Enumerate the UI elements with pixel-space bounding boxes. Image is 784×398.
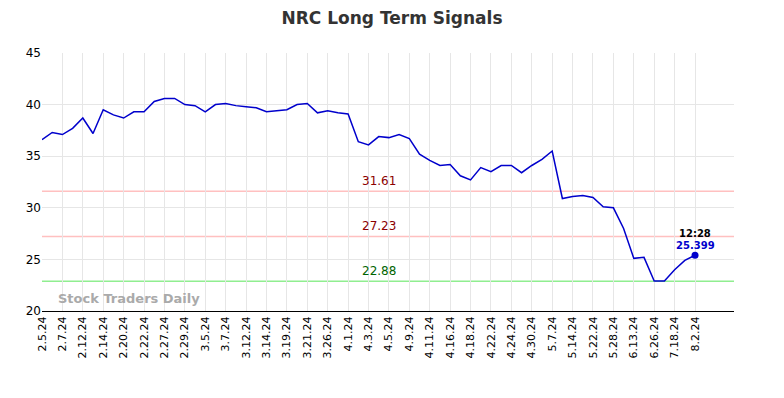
svg-text:2.12.24: 2.12.24 <box>76 316 89 358</box>
svg-text:5.14.24: 5.14.24 <box>566 316 579 358</box>
svg-text:25: 25 <box>26 253 41 267</box>
svg-text:6.26.24: 6.26.24 <box>648 316 661 358</box>
svg-text:31.61: 31.61 <box>362 174 396 188</box>
svg-text:4.11.24: 4.11.24 <box>423 316 436 358</box>
svg-text:3.5.24: 3.5.24 <box>199 316 212 351</box>
svg-text:27.23: 27.23 <box>362 219 396 233</box>
svg-text:3.14.24: 3.14.24 <box>260 316 273 358</box>
svg-text:NRC Long Term Signals: NRC Long Term Signals <box>281 8 502 28</box>
svg-text:7.18.24: 7.18.24 <box>668 316 681 358</box>
svg-text:2.20.24: 2.20.24 <box>117 316 130 358</box>
svg-text:12:28: 12:28 <box>679 228 711 239</box>
svg-text:30: 30 <box>26 201 41 215</box>
svg-text:45: 45 <box>26 46 41 60</box>
svg-text:2.27.24: 2.27.24 <box>158 316 171 358</box>
svg-text:4.3.24: 4.3.24 <box>362 316 375 351</box>
svg-text:3.19.24: 3.19.24 <box>280 316 293 358</box>
svg-text:3.21.24: 3.21.24 <box>301 316 314 358</box>
svg-text:3.7.24: 3.7.24 <box>219 316 232 351</box>
svg-text:2.14.24: 2.14.24 <box>97 316 110 358</box>
svg-text:4.24.24: 4.24.24 <box>505 316 518 358</box>
svg-text:3.26.24: 3.26.24 <box>321 316 334 358</box>
svg-text:3.12.24: 3.12.24 <box>240 316 253 358</box>
svg-text:2.7.24: 2.7.24 <box>56 316 69 351</box>
svg-text:40: 40 <box>26 98 41 112</box>
svg-text:20: 20 <box>26 304 41 318</box>
svg-text:4.18.24: 4.18.24 <box>464 316 477 358</box>
svg-text:2.29.24: 2.29.24 <box>178 316 191 358</box>
svg-text:5.7.24: 5.7.24 <box>546 316 559 351</box>
svg-text:2.22.24: 2.22.24 <box>138 316 151 358</box>
svg-text:25.399: 25.399 <box>676 240 715 251</box>
svg-text:5.22.24: 5.22.24 <box>587 316 600 358</box>
svg-text:22.88: 22.88 <box>362 264 396 278</box>
svg-text:4.5.24: 4.5.24 <box>382 316 395 351</box>
svg-text:4.16.24: 4.16.24 <box>444 316 457 358</box>
svg-text:2.5.24: 2.5.24 <box>36 316 49 351</box>
svg-text:35: 35 <box>26 149 41 163</box>
svg-text:4.9.24: 4.9.24 <box>403 316 416 351</box>
svg-text:4.1.24: 4.1.24 <box>342 316 355 351</box>
svg-text:8.2.24: 8.2.24 <box>689 316 702 351</box>
svg-text:5.28.24: 5.28.24 <box>607 316 620 358</box>
svg-text:Stock Traders Daily: Stock Traders Daily <box>58 291 200 306</box>
svg-text:4.30.24: 4.30.24 <box>525 316 538 358</box>
svg-text:6.13.24: 6.13.24 <box>627 316 640 358</box>
svg-text:4.22.24: 4.22.24 <box>485 316 498 358</box>
